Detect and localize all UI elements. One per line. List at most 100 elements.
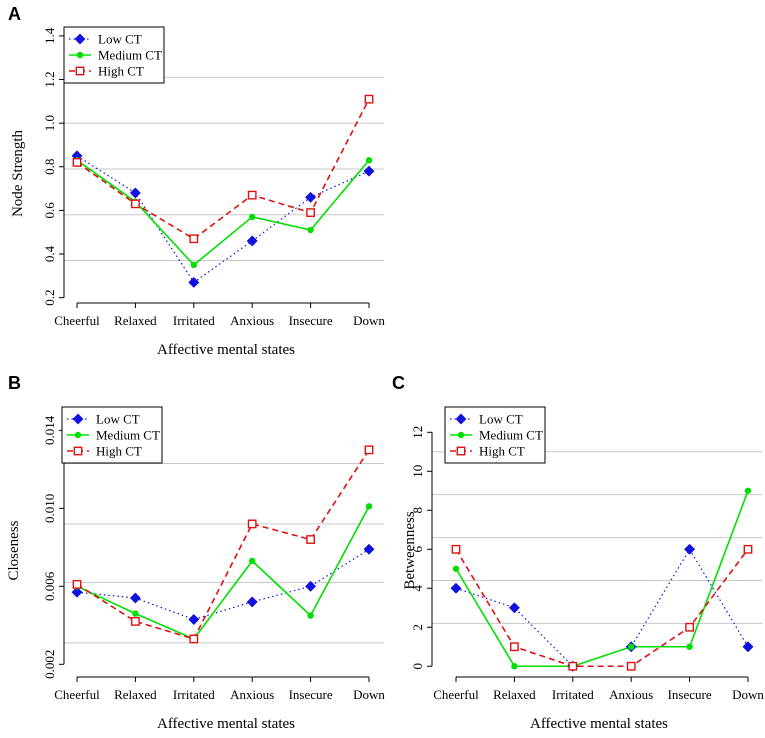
panel-a-legend-label: Low CT: [98, 32, 142, 47]
panel-a-series-line-low: [76, 155, 370, 284]
panel-c-y-tick-label: 4: [410, 585, 425, 592]
panel-b-x-tick-label: Anxious: [230, 687, 274, 702]
panel-c-x-tick-label: Down: [732, 687, 764, 702]
panel-b-x-tick-label: Down: [353, 687, 385, 702]
panel-c-y-tick-label: 8: [410, 507, 425, 514]
panel-b-x-axis-label: Affective mental states: [157, 716, 295, 732]
panel-b-x-tick-label: Cheerful: [54, 687, 100, 702]
panel-a-y-tick-label: 0.6: [42, 202, 57, 219]
panel-c-x-tick-label: Anxious: [609, 687, 653, 702]
panel-c-y-tick-label: 12: [410, 426, 425, 439]
panel-c-x-axis-label: Affective mental states: [530, 716, 668, 732]
panel-c-x-tick-label: Relaxed: [493, 687, 536, 702]
panel-c-x-tick-label: Irritated: [552, 687, 594, 702]
panel-letter-c: C: [392, 373, 405, 393]
panel-a-point-medium: [190, 261, 197, 269]
panel-c-legend-label: High CT: [479, 444, 525, 459]
panel-a-x-tick-label: Irritated: [173, 313, 215, 328]
panel-a-point-low: [305, 191, 317, 203]
panel-a-point-low: [129, 187, 141, 199]
panel-b-series-line-medium: [76, 506, 370, 640]
panel-a-x-tick-label: Down: [353, 313, 385, 328]
panel-a-y-tick-label: 0.4: [42, 245, 57, 262]
panel-c-point-medium: [452, 565, 460, 572]
panel-b-point-low: [129, 592, 141, 604]
panel-b-point-low: [71, 586, 83, 598]
panel-c-point-high: [510, 642, 519, 652]
panel-c-point-high: [626, 661, 636, 671]
panel-a-series-line-high: [76, 98, 370, 240]
panel-c-point-high: [568, 661, 578, 671]
panel-c-point-low: [508, 602, 520, 614]
panel-b-x-tick-label: Relaxed: [114, 687, 157, 702]
panel-a-point-low: [246, 235, 258, 247]
panel-a-y-tick-label: 0.8: [42, 159, 57, 175]
panel-a-legend-label: High CT: [98, 64, 144, 79]
panel-letter-b: B: [8, 373, 21, 393]
panel-b-point-low: [246, 596, 258, 608]
panel-a-y-tick-label: 0.2: [42, 290, 57, 306]
panel-c-series-line-medium: [455, 490, 749, 668]
panel-b-legend-label: High CT: [96, 444, 142, 459]
panel-a-y-tick-label: 1.0: [42, 115, 57, 131]
panel-b-point-high: [189, 634, 199, 644]
panel-a-point-medium: [365, 157, 373, 164]
panel-b-point-high: [130, 617, 140, 626]
panel-b-point-low: [363, 543, 375, 555]
panel-c-point-medium: [686, 643, 693, 650]
panel-b-series-line-low: [76, 548, 370, 621]
panel-a-point-high: [306, 208, 315, 217]
panel-b-chart: 0.002 0.006 0.010 0.014 Cheerful Relaxed Irrit…: [6, 406, 385, 732]
panel-c-point-low: [684, 543, 696, 555]
panel-b-point-low: [188, 613, 200, 626]
panel-a-point-high: [72, 158, 82, 167]
panel-a-point-high: [364, 94, 374, 104]
panel-c-point-high: [685, 622, 695, 632]
panel-b-point-medium: [365, 503, 373, 510]
panel-a-legend-marker-medium: [76, 51, 84, 59]
panel-a-x-tick-label: Insecure: [289, 313, 333, 328]
panel-a-x-tick-label: Anxious: [230, 313, 274, 328]
panel-b-point-high: [72, 579, 82, 589]
panel-c-y-tick-label: 0: [410, 663, 425, 670]
panel-a-legend-label: Medium CT: [98, 48, 162, 63]
panel-c-legend-label: Medium CT: [479, 428, 543, 443]
panel-c-point-high: [743, 544, 753, 554]
panel-c-point-low: [742, 641, 754, 653]
panel-a-x-tick-label: Cheerful: [54, 313, 100, 328]
panel-c-y-axis-label: Betweenness: [402, 511, 418, 589]
panel-a-series-line-medium: [76, 159, 370, 267]
panel-b-series-line-high: [76, 449, 370, 640]
panel-b-legend-label: Medium CT: [96, 428, 160, 443]
panel-b-point-high: [306, 535, 315, 544]
panel-b-y-tick-label: 0.006: [42, 571, 57, 601]
panel-b-y-tick-label: 0.002: [42, 650, 57, 679]
panel-c-y-tick-label: 10: [410, 465, 425, 478]
panel-b-point-low: [305, 580, 317, 592]
panel-a-chart: 0.2 0.4 0.6 0.8 1.0 1.2 1.4 Cheerful Relaxed Irri…: [10, 26, 385, 358]
panel-a-y-tick-label: 1.4: [42, 27, 57, 44]
panel-b-legend-label: Low CT: [96, 412, 140, 427]
panel-a-point-high: [189, 234, 199, 244]
panel-a-point-high: [130, 199, 140, 209]
panel-b-point-medium: [249, 557, 256, 565]
panel-c-x-tick-label: Cheerful: [433, 687, 479, 702]
panel-c-point-medium: [628, 643, 635, 650]
panel-a-point-low: [188, 276, 200, 288]
panel-c-point-medium: [511, 663, 518, 670]
panel-a-point-low: [363, 165, 375, 177]
panel-b-y-tick-label: 0.010: [42, 494, 57, 523]
panel-c-legend-marker-low: [455, 413, 467, 425]
panel-a-point-medium: [307, 226, 314, 234]
panel-b-x-tick-label: Irritated: [173, 687, 215, 702]
panel-a-x-tick-label: Relaxed: [114, 313, 157, 328]
panel-c-series-line-low: [455, 548, 749, 667]
panel-a-y-tick-label: 1.2: [42, 71, 57, 87]
panel-c-legend-marker-medium: [457, 431, 465, 439]
panel-b-y-tick-label: 0.014: [42, 415, 57, 445]
panel-c-point-low: [450, 582, 462, 594]
panel-a-point-high: [247, 190, 257, 200]
panel-c-y-tick-label: 6: [410, 546, 425, 553]
panel-b-point-high: [247, 519, 257, 529]
panel-a-point-medium: [249, 213, 256, 221]
